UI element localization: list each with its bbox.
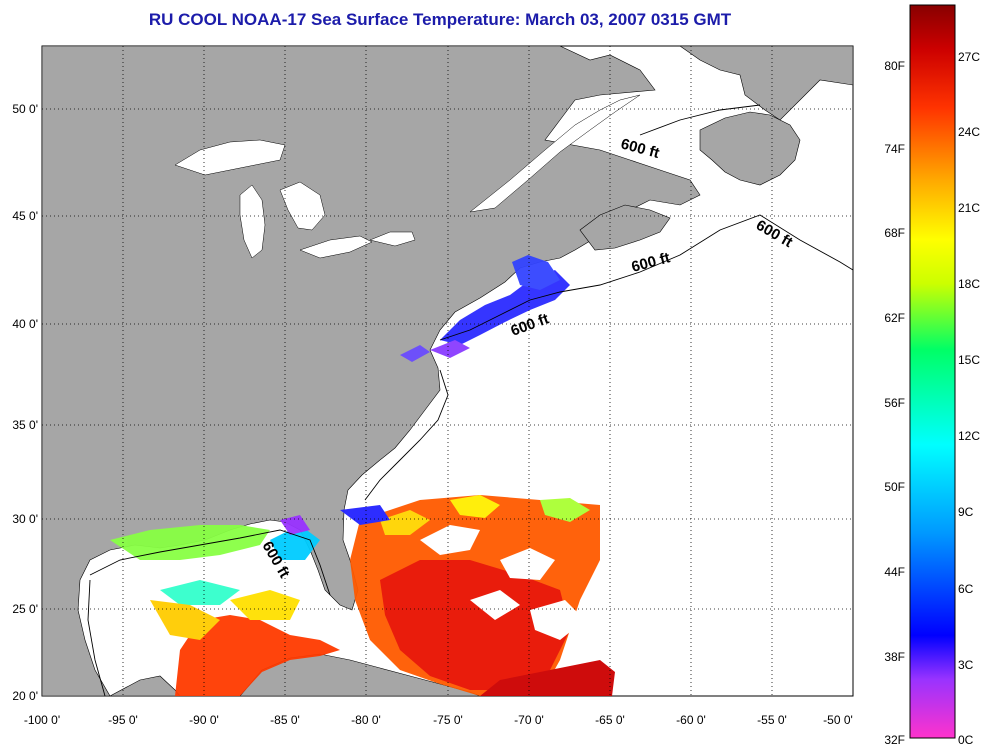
cb-f-label: 62F — [884, 311, 905, 325]
colorbar — [909, 4, 956, 739]
cb-c-label: 27C — [958, 50, 980, 64]
sst-data-layer — [110, 255, 615, 696]
lon-label: -65 0' — [595, 713, 625, 727]
colorbar-fahrenheit-labels: 80F 74F 68F 62F 56F 50F 44F 38F 32F — [884, 59, 905, 747]
lon-label: -95 0' — [108, 713, 138, 727]
lon-label: -75 0' — [433, 713, 463, 727]
lake-huron — [279, 181, 326, 231]
lat-label: 30 0' — [12, 512, 38, 526]
cb-c-label: 0C — [958, 733, 974, 747]
cb-c-label: 18C — [958, 277, 980, 291]
cb-c-label: 21C — [958, 201, 980, 215]
lake-superior — [174, 139, 286, 176]
lake-ontario — [369, 231, 416, 247]
lon-label: -70 0' — [514, 713, 544, 727]
cb-f-label: 38F — [884, 650, 905, 664]
lon-label: -80 0' — [351, 713, 381, 727]
cb-c-label: 9C — [958, 505, 974, 519]
colorbar-celsius-labels: 27C 24C 21C 18C 15C 12C 9C 6C 3C 0C — [958, 50, 980, 747]
land-labrador — [679, 46, 853, 121]
lon-label: -55 0' — [757, 713, 787, 727]
lat-label: 50 0' — [12, 102, 38, 116]
lon-label: -85 0' — [270, 713, 300, 727]
cb-c-label: 24C — [958, 125, 980, 139]
cb-c-label: 15C — [958, 353, 980, 367]
cb-f-label: 80F — [884, 59, 905, 73]
lon-label: -60 0' — [676, 713, 706, 727]
land-yucatan — [109, 675, 181, 696]
cb-f-label: 44F — [884, 565, 905, 579]
st-lawrence — [469, 94, 641, 213]
lon-label: -90 0' — [189, 713, 219, 727]
cb-c-label: 6C — [958, 582, 974, 596]
cb-c-label: 12C — [958, 429, 980, 443]
map-title: RU COOL NOAA-17 Sea Surface Temperature:… — [148, 10, 732, 29]
lat-label: 20 0' — [12, 689, 38, 703]
cb-f-label: 74F — [884, 142, 905, 156]
cb-f-label: 68F — [884, 226, 905, 240]
lat-label: 35 0' — [12, 418, 38, 432]
lon-label: -100 0' — [24, 713, 60, 727]
cb-c-label: 3C — [958, 658, 974, 672]
latitude-labels: 50 0' 45 0' 40 0' 35 0' 30 0' 25 0' 20 0… — [12, 102, 38, 703]
cb-f-label: 32F — [884, 733, 905, 747]
lake-michigan — [239, 184, 266, 259]
lake-erie — [299, 235, 373, 259]
cb-f-label: 50F — [884, 480, 905, 494]
cb-f-label: 56F — [884, 396, 905, 410]
lon-label: -50 0' — [823, 713, 853, 727]
lat-label: 45 0' — [12, 209, 38, 223]
isobath-600ft — [87, 104, 853, 696]
land-newfoundland — [699, 111, 801, 186]
longitude-labels: -100 0' -95 0' -90 0' -85 0' -80 0' -75 … — [24, 713, 853, 727]
graticule — [42, 46, 853, 696]
lat-label: 25 0' — [12, 602, 38, 616]
lat-label: 40 0' — [12, 317, 38, 331]
